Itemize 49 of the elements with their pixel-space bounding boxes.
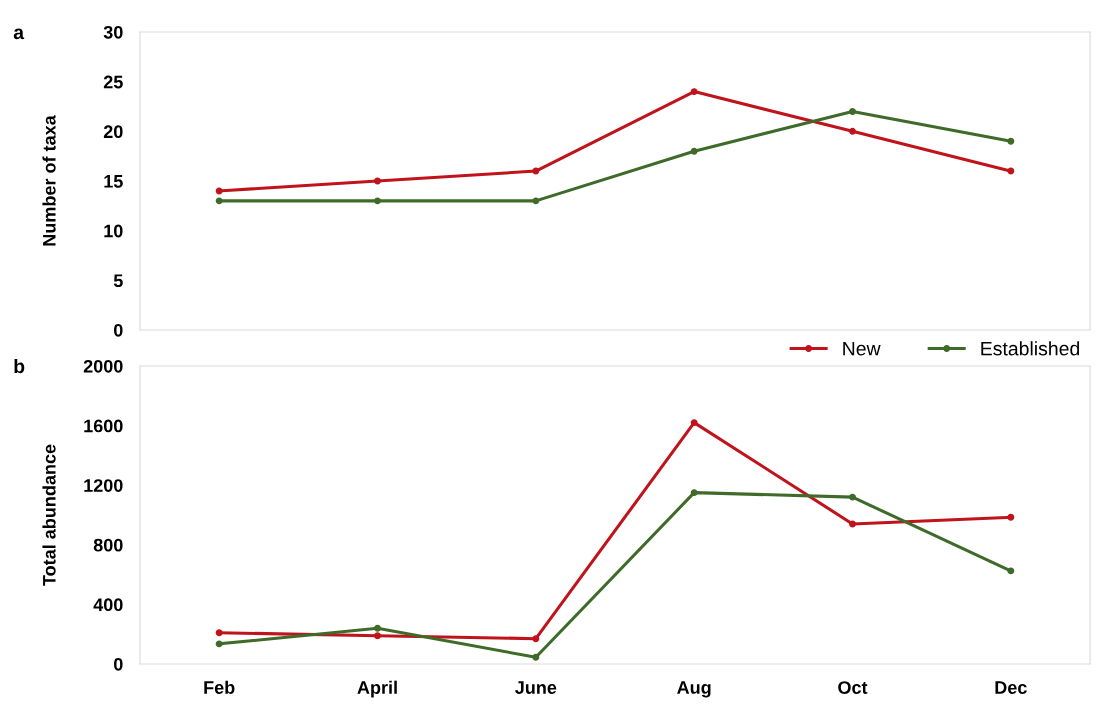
legend-label: Established [981, 341, 1080, 356]
y-tick-label: 15 [104, 175, 123, 188]
point [690, 489, 698, 497]
x-tick-label: Feb [204, 680, 235, 694]
point [690, 419, 698, 427]
point [215, 197, 223, 205]
y-tick-label: 10 [104, 224, 123, 238]
x-tick-label: April [357, 680, 397, 698]
legend-label: New [843, 341, 881, 356]
point [532, 167, 540, 175]
point [374, 197, 381, 205]
y-tick-label: 800 [93, 538, 123, 552]
point [374, 177, 381, 185]
y-tick-label: 25 [103, 75, 123, 89]
point [374, 632, 381, 640]
y-axis-title: Total abundance [42, 444, 56, 586]
point [215, 629, 223, 637]
point [1007, 513, 1015, 521]
x-tick-label: Aug [677, 681, 711, 698]
y-tick-label: 20 [103, 125, 123, 139]
point [849, 107, 856, 115]
point [215, 187, 223, 195]
point [849, 127, 856, 135]
point [1007, 167, 1015, 175]
point [532, 197, 540, 205]
point [690, 88, 698, 96]
y-tick-label: 0 [114, 323, 123, 337]
text: a [13, 28, 25, 40]
point [532, 635, 540, 643]
x-tick-label: Oct [838, 681, 868, 694]
point [849, 493, 856, 501]
point [215, 640, 223, 648]
point [374, 624, 381, 632]
y-tick-label: 30 [103, 25, 123, 39]
y-tick-label: 400 [93, 598, 123, 612]
y-axis-title: Number of taxa [42, 115, 56, 246]
point [1007, 567, 1015, 575]
x-tick-label: June [515, 681, 557, 694]
point [532, 653, 540, 661]
y-tick-label: 0 [114, 657, 123, 671]
y-tick-label: 5 [113, 274, 123, 288]
y-tick-label: 1200 [84, 479, 123, 492]
point [849, 520, 856, 528]
text: b [14, 358, 25, 374]
point [690, 147, 698, 155]
point [1007, 137, 1015, 145]
x-tick-label: Dec [995, 681, 1027, 694]
y-tick-label: 2000 [83, 359, 123, 373]
y-tick-label: 1600 [84, 419, 123, 433]
